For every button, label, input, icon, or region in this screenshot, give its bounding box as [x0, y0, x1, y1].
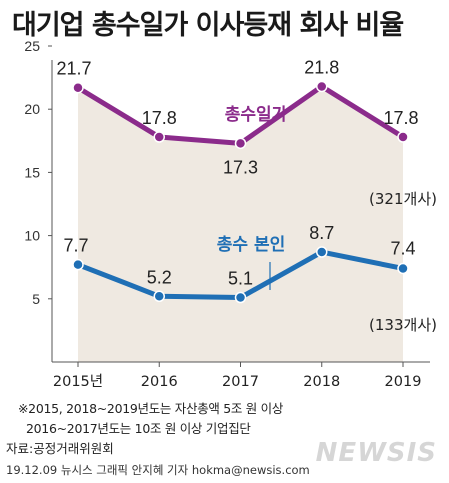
- x-tick-label: 2019: [385, 374, 422, 390]
- data-label: 7.4: [390, 238, 415, 258]
- series-name-label: 총수일가: [225, 105, 288, 125]
- series-annotation: (133개사): [369, 316, 437, 334]
- series-annotation: (321개사): [369, 190, 437, 208]
- y-tick-label: 20: [24, 101, 40, 117]
- newsis-watermark: NEWSIS: [315, 438, 437, 468]
- data-label: 7.7: [63, 236, 88, 256]
- footnote-line-2: 2016~2017년도는 10조 원 이상 기업집단: [26, 421, 251, 436]
- data-point: [153, 131, 165, 143]
- data-label: 17.8: [383, 108, 418, 128]
- x-tick-label: 2016: [141, 374, 178, 390]
- series-2: 7.7 5.2 5.1 8.7 7.4 총수 본인 (133개사): [63, 223, 436, 334]
- data-point: [397, 131, 409, 143]
- series-name-label: 총수 본인: [217, 235, 285, 255]
- data-label: 5.2: [147, 267, 172, 287]
- y-tick-label: 5: [32, 291, 40, 307]
- data-point: [72, 258, 84, 271]
- data-point: [316, 80, 328, 93]
- chart-title: 대기업 총수일가 이사등재 회사 비율: [12, 10, 404, 41]
- data-point: [397, 262, 409, 275]
- chart-area-fill: [78, 86, 403, 362]
- data-point: [72, 81, 84, 94]
- data-label: 17.3: [223, 157, 258, 177]
- y-tick-label: 10: [24, 228, 40, 244]
- data-label: 17.8: [142, 108, 177, 128]
- data-point: [234, 137, 247, 150]
- chart-axes: 5 10 15 20 25 2015년 2016 2017 2018 2019: [24, 38, 430, 390]
- data-label: 8.7: [309, 223, 334, 243]
- data-label: 21.7: [56, 59, 91, 79]
- source-text: 자료:공정거래위원회: [6, 441, 114, 456]
- x-tick-label: 2015년: [53, 373, 103, 390]
- x-tick-label: 2018: [303, 374, 340, 390]
- chart-series: 21.7 17.8 17.3 21.8 17.8 총수일가 (321개사) 7.7 5.2 5.1…: [56, 57, 436, 334]
- data-point: [316, 246, 328, 258]
- data-label: 21.8: [304, 57, 339, 77]
- series-1: 21.7 17.8 17.3 21.8 17.8 총수일가 (321개사): [56, 57, 436, 208]
- x-tick-label: 2017: [222, 374, 259, 390]
- y-tick-label: 25: [24, 38, 40, 54]
- y-tick-label: 15: [24, 164, 40, 180]
- data-label: 5.1: [228, 269, 253, 289]
- data-point: [234, 291, 247, 304]
- footnote-line-1: ※2015, 2018~2019년도는 자산총액 5조 원 이상: [18, 401, 284, 416]
- data-point: [153, 290, 165, 303]
- credit-text: 19.12.09 뉴시스 그래픽 안지혜 기자 hokma@newsis.com: [6, 463, 310, 477]
